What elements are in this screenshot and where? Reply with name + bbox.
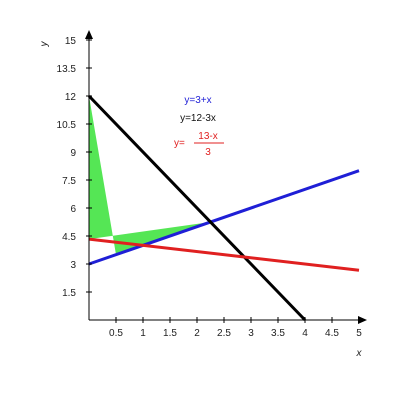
y-axis-title: y <box>39 41 50 48</box>
y-tick-label: 7.5 <box>62 176 76 187</box>
series-line-1 <box>87 94 307 322</box>
x-tick-label: 2.5 <box>217 328 231 339</box>
y-tick-label: 3 <box>70 260 76 271</box>
y-tick-label: 15 <box>65 36 77 47</box>
x-tick-label: 0.5 <box>109 328 123 339</box>
y-tick-label: 13.5 <box>57 64 77 75</box>
y-tick-label: 12 <box>65 92 77 103</box>
legend-label-red-prefix: y= <box>174 138 185 149</box>
x-tick-label: 3.5 <box>271 328 285 339</box>
legend-label-black: y=12-3x <box>180 113 216 124</box>
y-tick-label: 1.5 <box>62 288 76 299</box>
legend-label-blue: y=3+x <box>184 95 211 106</box>
x-tick-label: 1 <box>140 328 146 339</box>
x-tick-label: 5 <box>356 328 362 339</box>
y-tick-label: 10.5 <box>57 120 77 131</box>
legend-label-red-numerator: 13-x <box>198 131 217 142</box>
x-tick-label: 2 <box>194 328 200 339</box>
y-axis-arrow <box>85 30 93 39</box>
x-axis-arrow <box>358 316 367 324</box>
series-lines-layer <box>87 94 360 322</box>
y-tick-label: 9 <box>70 148 76 159</box>
x-tick-label: 4.5 <box>325 328 339 339</box>
y-tick-label: 4.5 <box>62 232 76 243</box>
legend-label-red-denominator: 3 <box>205 147 211 158</box>
x-tick-label: 3 <box>248 328 254 339</box>
axes-layer: 0.5 1 1.5 2 2.5 3 3.5 4 4.5 5 1.5 3 4.5 6 7.5 9 10.5 12 13… <box>39 30 367 359</box>
x-tick-label: 4 <box>302 328 308 339</box>
series-line-2 <box>88 237 360 272</box>
y-tick-label: 6 <box>70 204 76 215</box>
x-axis-title: x <box>356 348 363 359</box>
x-tick-label: 1.5 <box>163 328 177 339</box>
legend: y=3+x y=12-3x y= 13-x 3 <box>174 95 224 158</box>
series-line-0 <box>88 169 360 266</box>
